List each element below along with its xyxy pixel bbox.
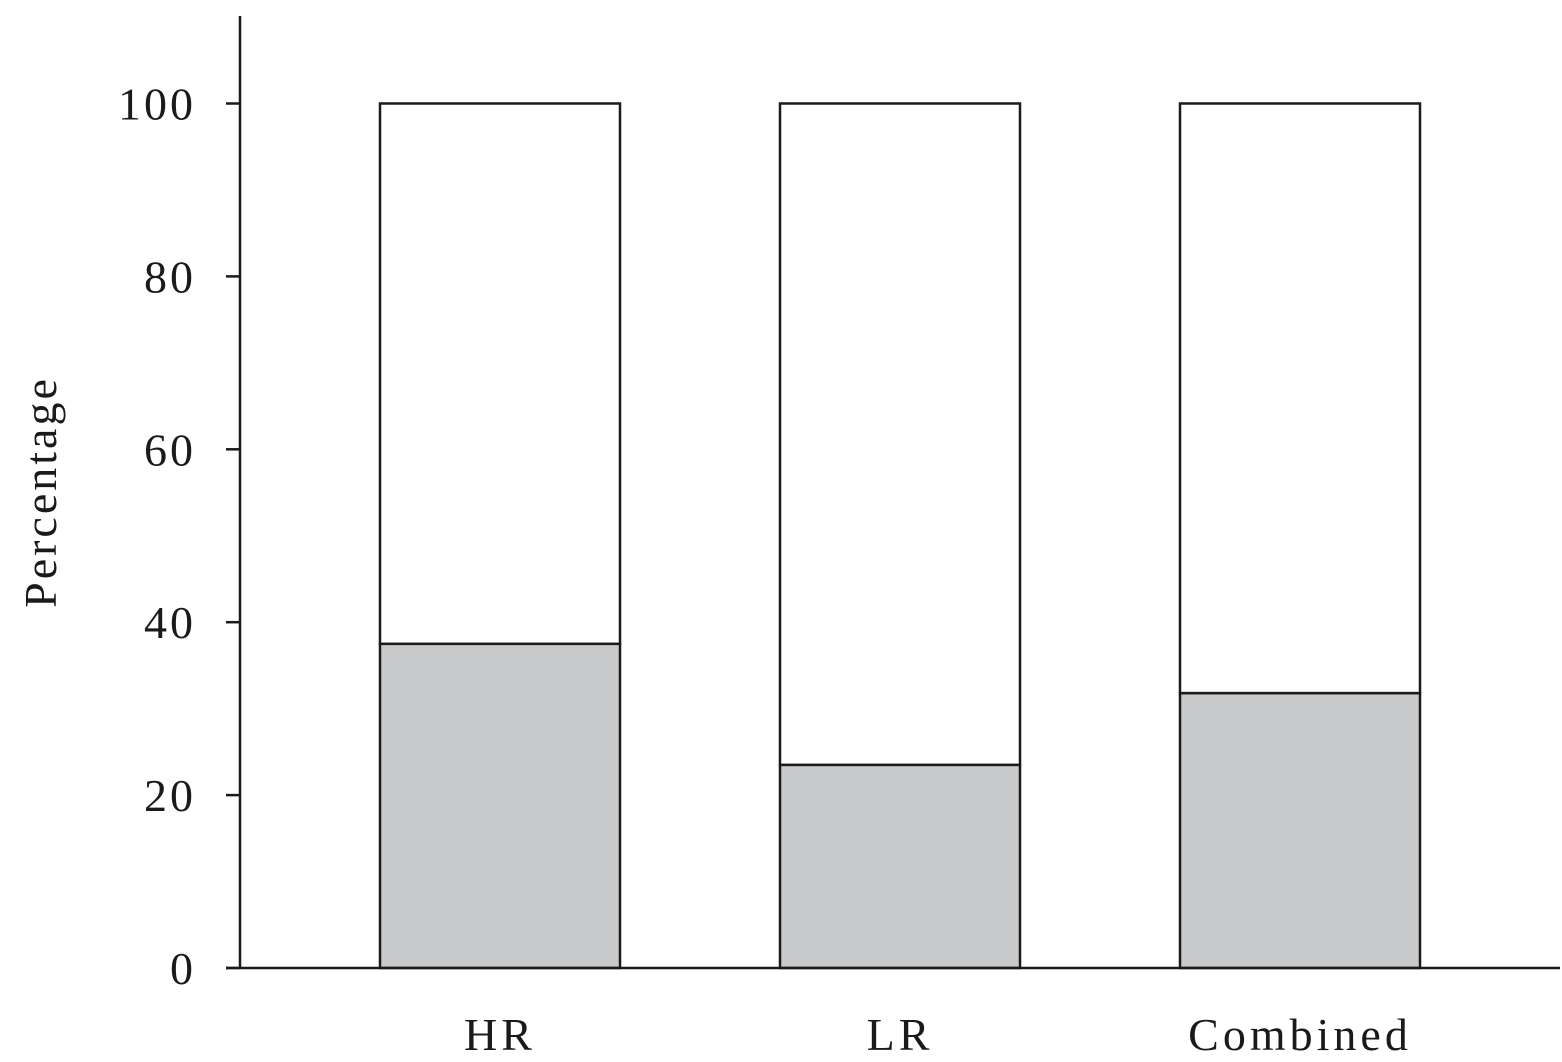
y-axis-title: Percentage bbox=[15, 376, 66, 608]
bar-segment-hr-upper bbox=[378, 102, 622, 646]
bar-segment-combined-upper bbox=[1178, 102, 1422, 695]
x-category-label: LR bbox=[867, 1009, 934, 1060]
x-axis-labels: HR LR Combined bbox=[464, 1009, 1412, 1060]
y-axis-ticks: 0 20 40 60 80 100 bbox=[118, 79, 240, 994]
y-tick-label: 60 bbox=[144, 424, 196, 475]
bar-segment-combined-lower bbox=[1178, 691, 1422, 970]
y-tick-label: 40 bbox=[144, 597, 196, 648]
bar-segment-lr-upper bbox=[778, 102, 1022, 767]
y-tick-label: 100 bbox=[118, 79, 196, 130]
x-category-label: HR bbox=[464, 1009, 536, 1060]
bar-segment-lr-lower bbox=[778, 763, 1022, 970]
bar-segment-hr-lower bbox=[378, 642, 622, 970]
y-tick-label: 80 bbox=[144, 251, 196, 302]
x-category-label: Combined bbox=[1188, 1009, 1412, 1060]
y-tick-label: 0 bbox=[170, 943, 196, 994]
bars bbox=[378, 102, 1422, 970]
axes bbox=[226, 16, 1560, 970]
y-tick-label: 20 bbox=[144, 770, 196, 821]
